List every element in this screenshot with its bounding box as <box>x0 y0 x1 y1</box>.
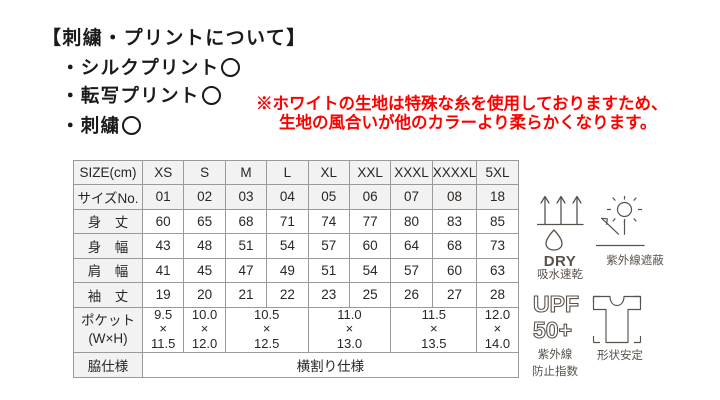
svg-text:UPF: UPF <box>533 292 579 317</box>
svg-text:50+: 50+ <box>533 317 572 343</box>
